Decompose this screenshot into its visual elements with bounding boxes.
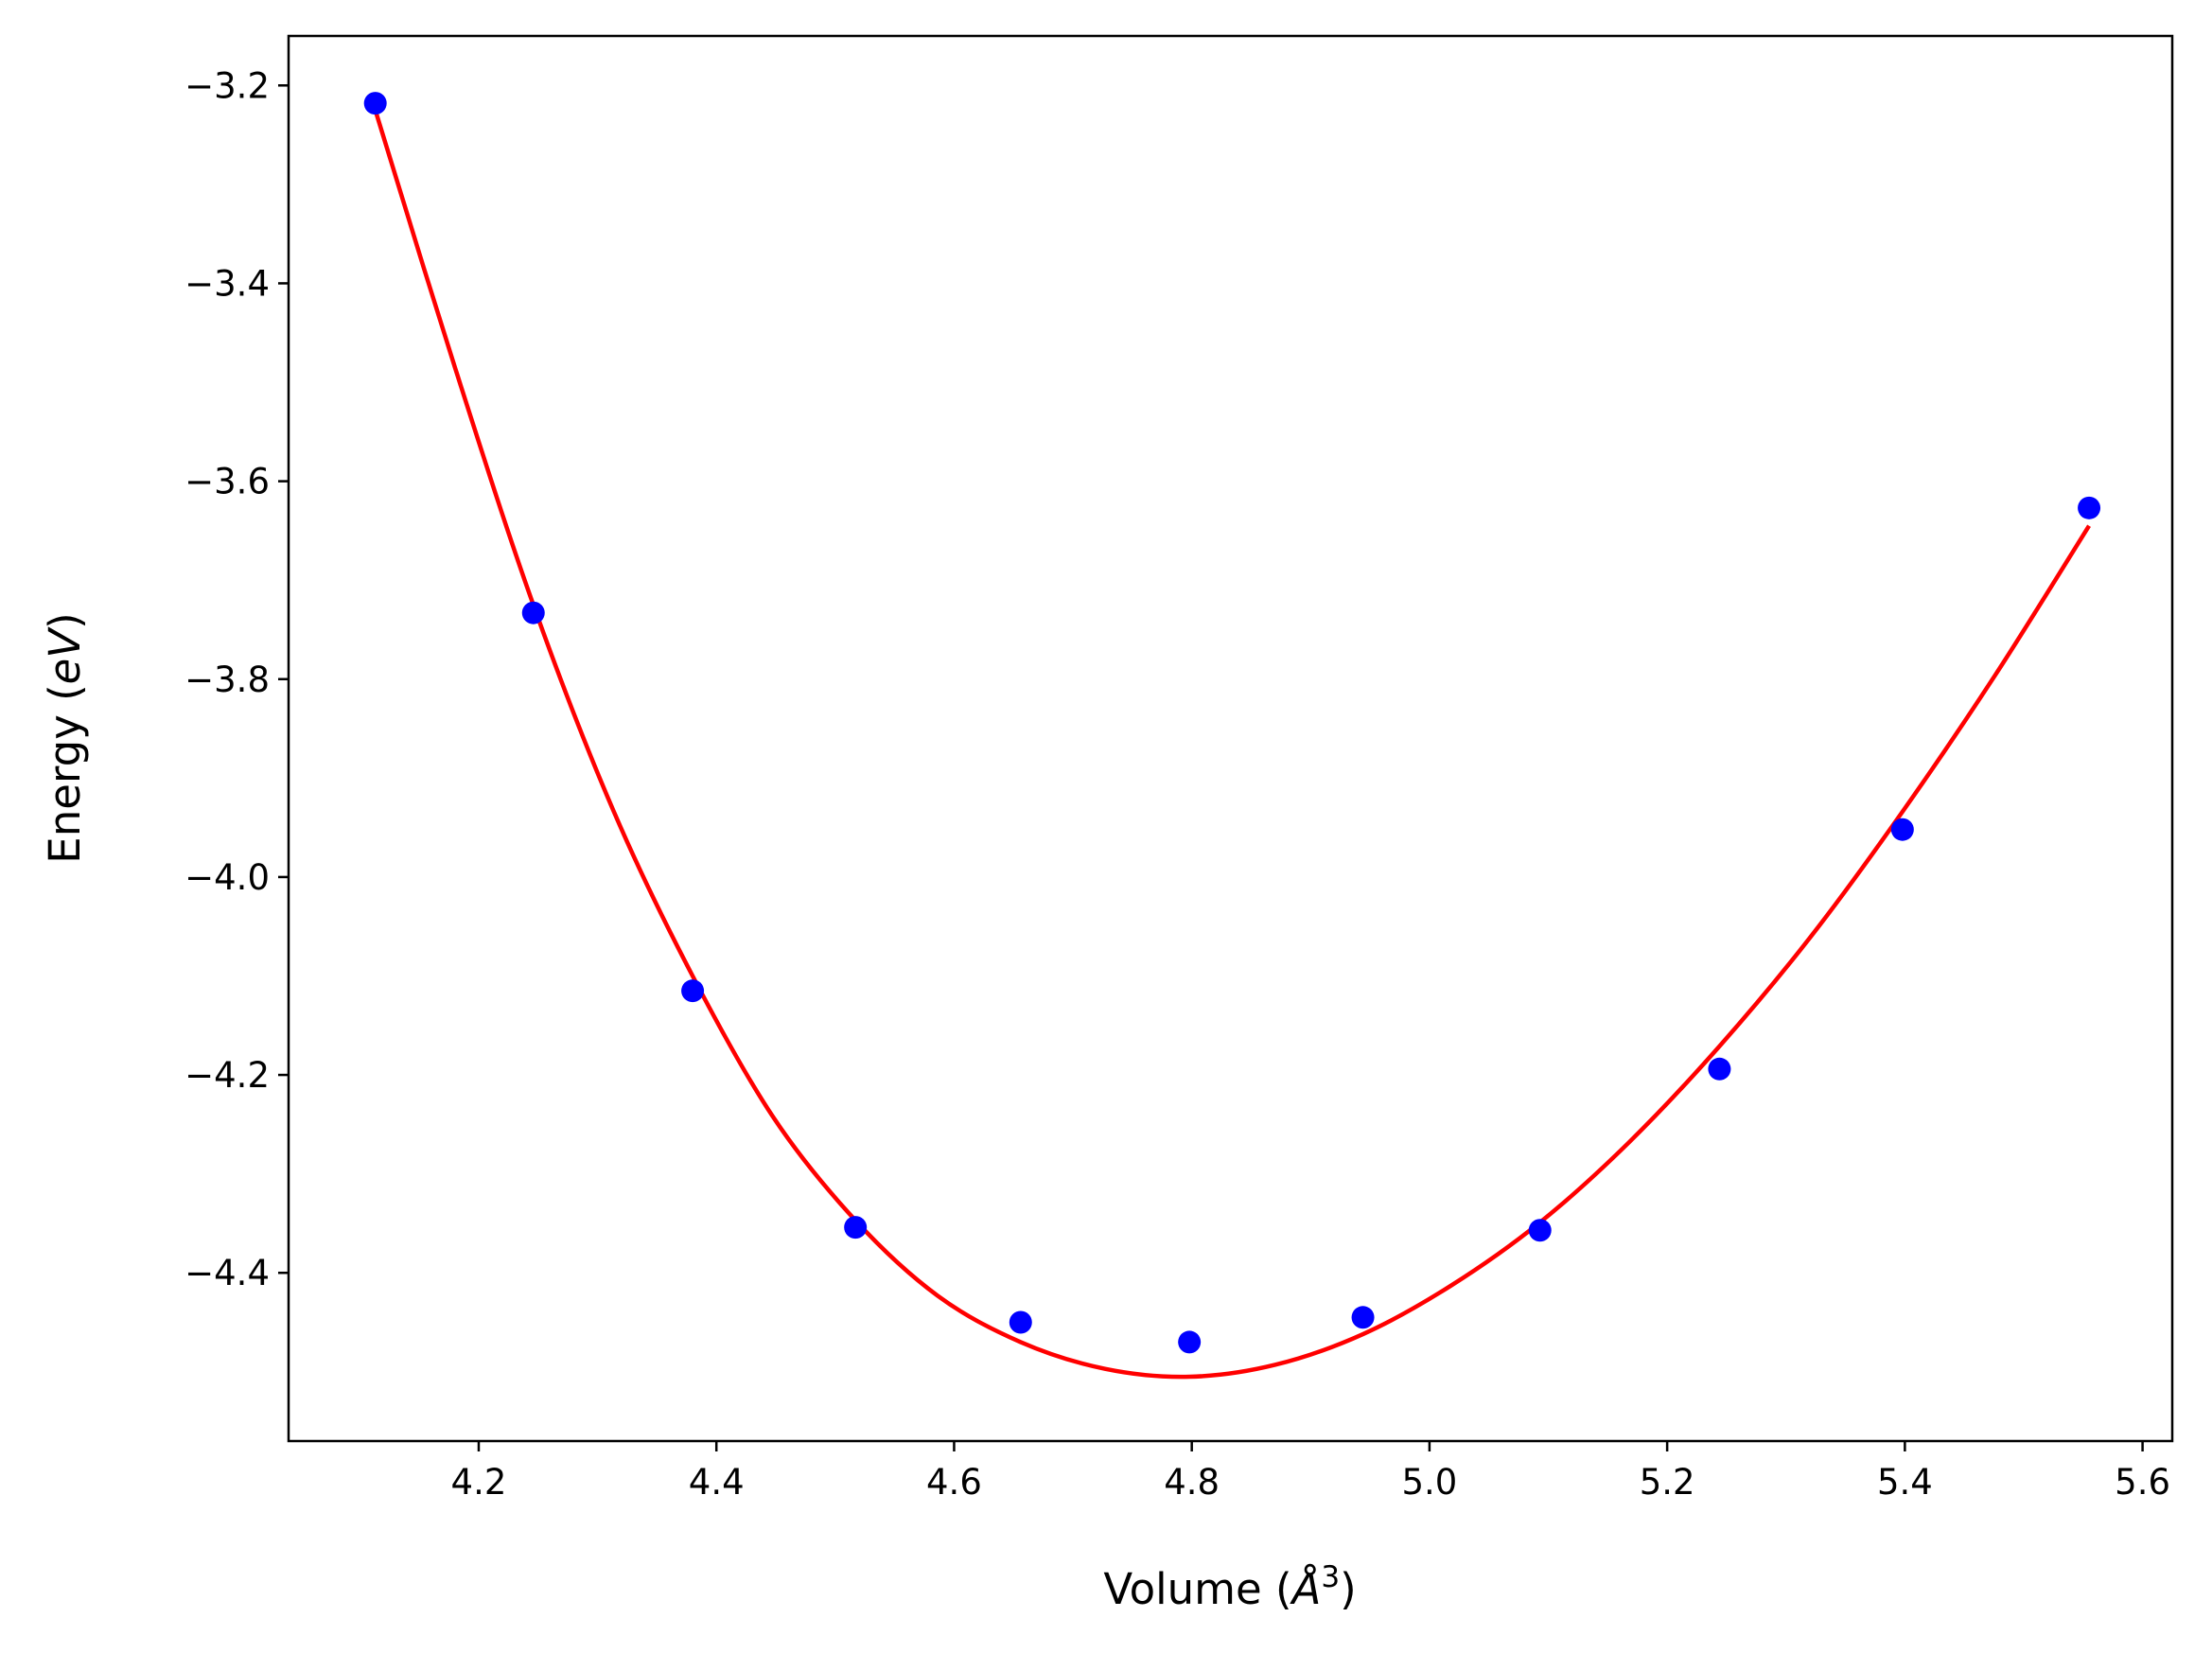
- x-tick-label: 5.4: [1877, 1462, 1933, 1503]
- x-tick-label: 5.0: [1401, 1462, 1457, 1503]
- x-tick-label: 4.8: [1164, 1462, 1220, 1503]
- data-points-layer: [363, 92, 2101, 1354]
- x-tick-label: 4.6: [926, 1462, 982, 1503]
- fit-curve: [373, 109, 2091, 1380]
- y-tick-label: −3.2: [184, 65, 270, 106]
- y-tick-label: −4.4: [184, 1253, 270, 1293]
- data-point: [521, 601, 545, 624]
- data-point: [844, 1216, 868, 1240]
- y-tick-label: −3.4: [184, 263, 270, 304]
- data-point: [2078, 496, 2101, 519]
- data-point: [363, 92, 387, 115]
- plot-area: [289, 36, 2172, 1441]
- plot-frame: [287, 34, 2174, 1443]
- x-tick-label: 5.2: [1640, 1462, 1695, 1503]
- data-point: [1708, 1057, 1731, 1081]
- y-tick-label: −3.6: [184, 462, 270, 502]
- data-point: [681, 979, 705, 1003]
- y-axis-label: Energy (eV): [40, 612, 90, 863]
- y-tick-label: −3.8: [184, 659, 270, 700]
- fit-curve-layer: [373, 109, 2091, 1380]
- data-point: [1009, 1310, 1032, 1334]
- data-point: [1528, 1219, 1552, 1242]
- y-tick-label: −4.2: [184, 1055, 270, 1096]
- data-point: [1890, 818, 1914, 841]
- data-point: [1351, 1306, 1375, 1329]
- x-tick-label: 4.2: [451, 1462, 507, 1503]
- y-tick-label: −4.0: [184, 857, 270, 898]
- y-axis-ticks: −3.2 −3.4 −3.6 −3.8 −4.0 −4.2 −4.4: [184, 65, 289, 1293]
- x-tick-label: 4.4: [689, 1462, 745, 1503]
- x-tick-label: 5.6: [2115, 1462, 2170, 1503]
- x-axis-label: Volume (Å3): [1103, 1560, 1356, 1614]
- x-axis-ticks: 4.2 4.4 4.6 4.8 5.0 5.2 5.4 5.6: [451, 1441, 2170, 1503]
- data-point: [1178, 1330, 1202, 1354]
